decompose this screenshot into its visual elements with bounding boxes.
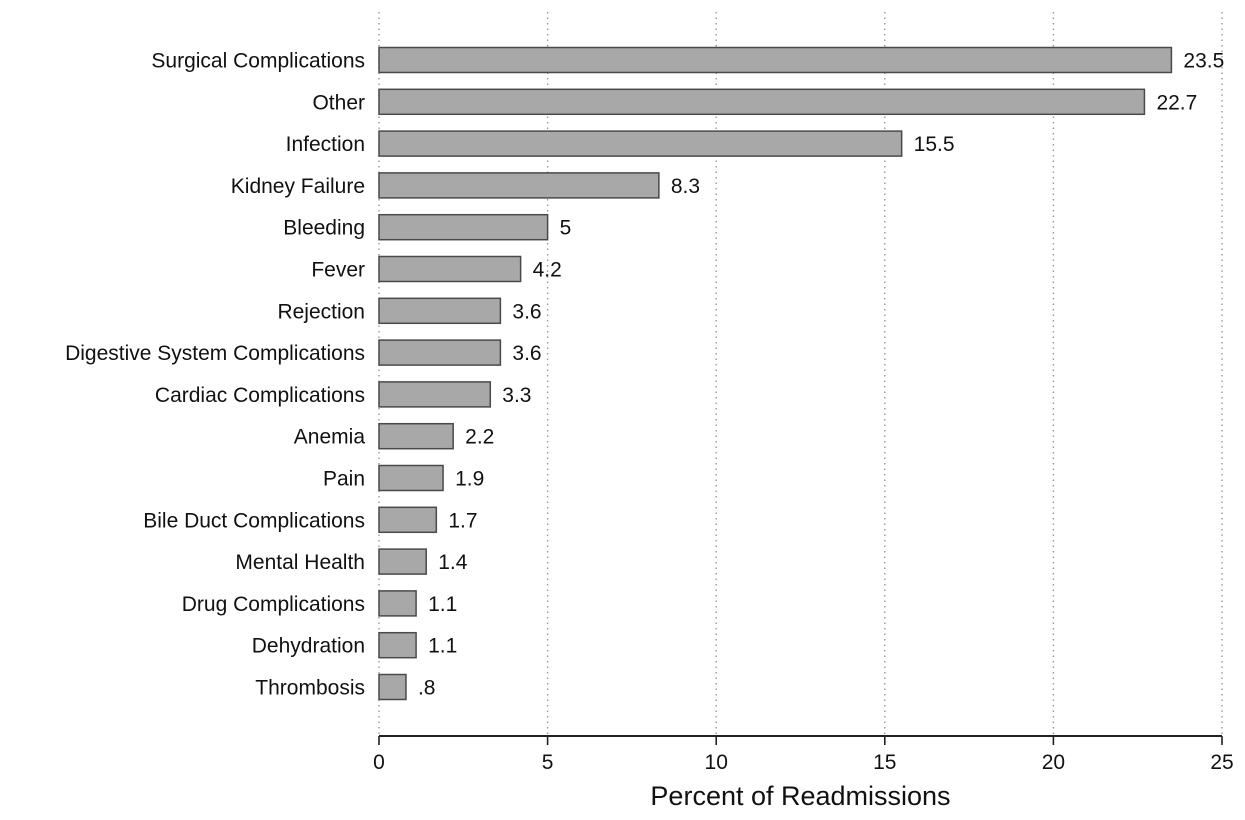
value-label: 3.6 (512, 300, 541, 323)
value-label: 5 (560, 217, 572, 240)
bar (378, 46, 1173, 74)
x-tick-label: 10 (705, 751, 728, 774)
category-label: Pain (323, 468, 365, 491)
value-label: 3.3 (502, 384, 531, 407)
value-label: 1.1 (428, 635, 457, 658)
category-label: Infection (286, 133, 365, 156)
bar (378, 213, 549, 241)
x-axis-title: Percent of Readmissions (650, 781, 950, 811)
bar (378, 506, 438, 534)
category-label: Rejection (277, 300, 365, 323)
category-label: Dehydration (252, 635, 365, 658)
category-label: Mental Health (235, 551, 365, 574)
bar (378, 464, 444, 492)
bar (378, 88, 1146, 116)
value-labels: 23.5 22.7 15.5 8.3 5 4.2 3.6 3.6 3.3 2.2 1.9 1.7 1.4… (418, 50, 1224, 700)
category-label: Thrombosis (255, 677, 365, 700)
value-label: 8.3 (671, 175, 700, 198)
value-label: 1.1 (428, 593, 457, 616)
value-label: 23.5 (1183, 50, 1224, 73)
x-tick-label: 0 (373, 751, 385, 774)
value-label: 2.2 (465, 426, 494, 449)
bar (378, 590, 417, 617)
bar (378, 631, 417, 659)
value-label: 3.6 (512, 342, 541, 365)
category-label: Cardiac Complications (155, 384, 365, 407)
value-label: 4.2 (533, 259, 562, 282)
value-label: 15.5 (914, 133, 955, 156)
bar (378, 130, 903, 157)
bar (378, 422, 454, 450)
category-label: Digestive System Complications (65, 342, 365, 365)
category-label: Surgical Complications (151, 50, 365, 73)
x-tick-label: 20 (1042, 751, 1065, 774)
value-label: 1.4 (438, 551, 468, 574)
category-label: Drug Complications (182, 593, 365, 616)
bar (378, 297, 502, 325)
bar (378, 548, 427, 575)
x-tick-label: 25 (1210, 751, 1233, 774)
bar (378, 255, 522, 283)
value-label: 1.7 (448, 509, 477, 532)
category-label: Bleeding (283, 217, 365, 240)
category-label: Kidney Failure (231, 175, 365, 198)
bar (378, 172, 660, 199)
bar (378, 339, 502, 366)
category-label: Anemia (294, 426, 366, 449)
bar (378, 673, 407, 701)
value-label: 1.9 (455, 468, 484, 491)
category-labels: Surgical Complications Other Infection Kidn… (65, 50, 365, 700)
value-label: 22.7 (1156, 91, 1197, 114)
x-tick-label: 15 (873, 751, 896, 774)
category-label: Other (312, 91, 365, 114)
bar (378, 381, 492, 408)
value-label: .8 (418, 677, 436, 700)
bars (378, 46, 1173, 701)
category-label: Bile Duct Complications (143, 509, 365, 532)
category-label: Fever (311, 259, 365, 282)
x-tick-label: 5 (542, 751, 554, 774)
gridlines (378, 12, 1223, 736)
x-axis: 0 5 10 15 20 25 (373, 735, 1234, 774)
